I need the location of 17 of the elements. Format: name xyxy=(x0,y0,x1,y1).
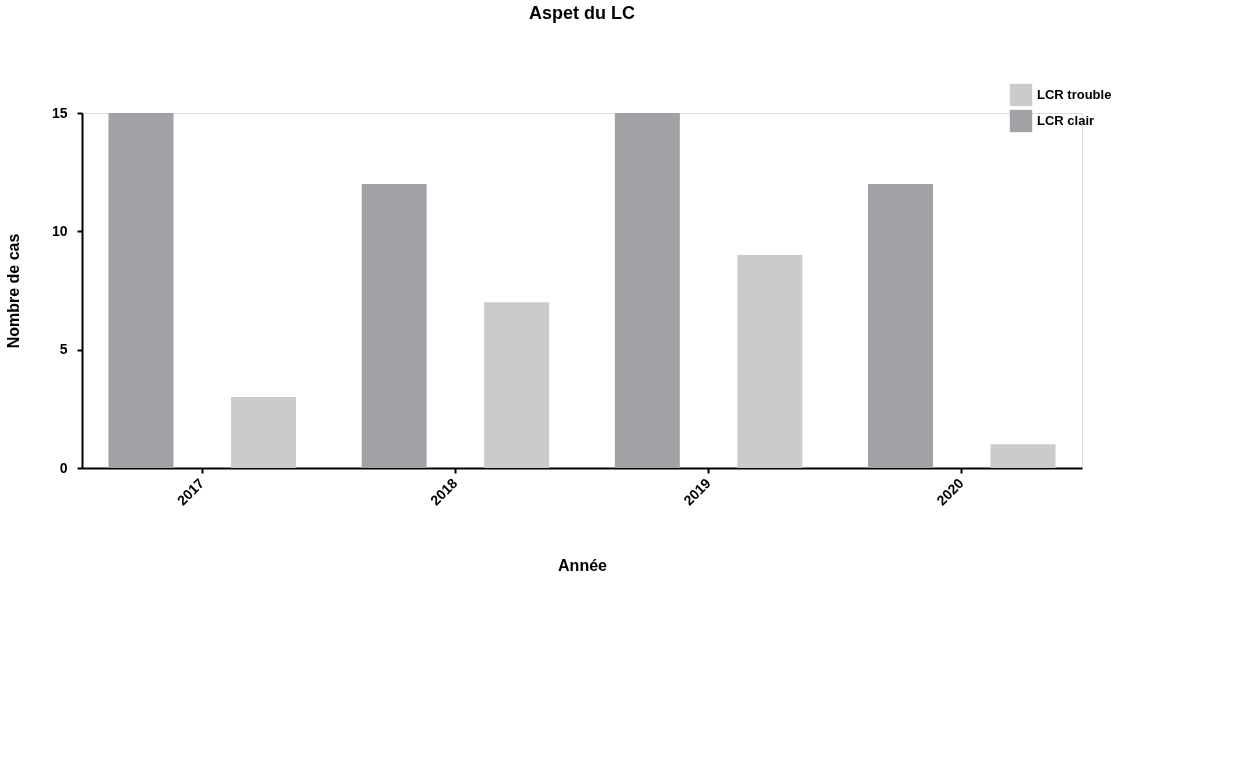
bar xyxy=(108,113,174,468)
bar xyxy=(484,302,550,468)
bar xyxy=(614,113,680,468)
x-axis-title: Année xyxy=(558,557,608,575)
legend-label: LCR trouble xyxy=(1037,87,1112,102)
chart-title: Aspet du LC xyxy=(529,3,635,23)
legend-label: LCR clair xyxy=(1037,113,1095,128)
bar xyxy=(231,397,296,468)
y-tick-label: 10 xyxy=(51,222,68,239)
bar xyxy=(868,184,933,468)
bar xyxy=(361,184,427,468)
y-tick-label: 5 xyxy=(59,341,68,358)
y-axis-title: Nombre de cas xyxy=(4,233,22,349)
y-tick-label: 0 xyxy=(59,459,68,476)
bar xyxy=(737,255,803,468)
y-tick-label: 15 xyxy=(51,104,68,121)
bar xyxy=(990,444,1056,468)
